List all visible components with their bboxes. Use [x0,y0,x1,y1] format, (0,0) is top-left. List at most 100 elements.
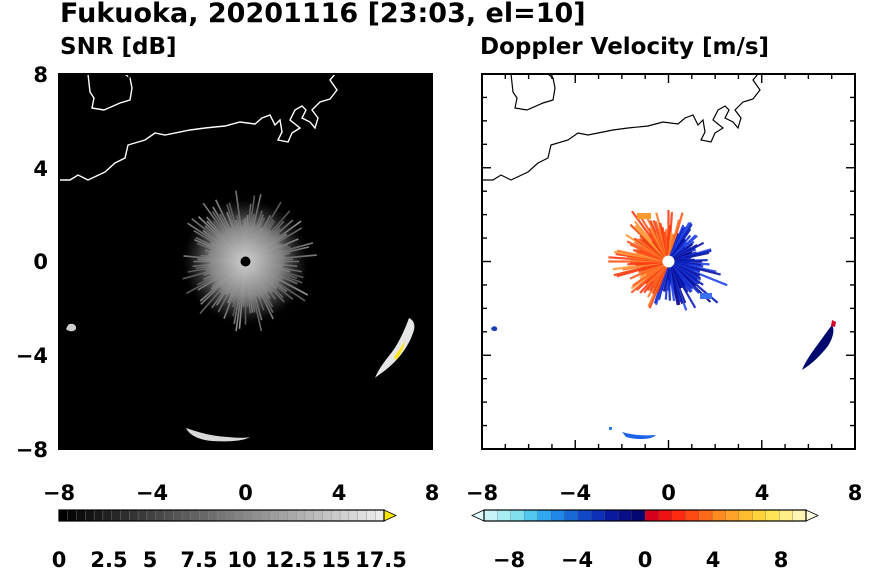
doppler-panel [481,73,856,450]
doppler-colorbar-label: 8 [774,548,789,570]
doppler-colorbar-cell [524,509,539,522]
snr-x-tick-label: −8 [43,481,75,505]
doppler-echo-east [802,325,834,370]
snr-colorbar-cell [216,509,227,522]
snr-x-tick-label: 8 [425,481,440,505]
doppler-colorbar-label: −8 [493,548,525,570]
doppler-coastline [482,74,761,181]
snr-axis-ticks [58,73,433,450]
doppler-echo-north-patch [637,213,651,219]
doppler-colorbar-extend-max [805,509,819,522]
snr-colorbar-cell [322,509,332,522]
snr-colorbar-cell [190,509,201,522]
snr-x-tick-label: 0 [238,481,253,505]
doppler-colorbar-label: 4 [706,548,721,570]
snr-colorbar-cell [331,509,341,522]
snr-echo-west [66,323,77,332]
snr-y-tick-label: 4 [33,157,48,181]
doppler-colorbar-cell [658,509,673,522]
doppler-colorbar-cell [618,509,633,522]
snr-colorbar-cell [269,509,280,522]
figure-title: Fukuoka, 20201116 [23:03, el=10] [60,0,586,29]
doppler-colorbar-cell [711,509,727,522]
snr-colorbar-cell [278,509,289,522]
snr-colorbar-cell [85,509,95,522]
doppler-colorbar-cell [631,509,646,522]
doppler-colorbar-cell [671,509,686,522]
snr-colorbar-labels: 0 2.5 5 7.5 10 12.5 15 17.5 [52,548,407,570]
snr-colorbar-cell [146,509,157,522]
snr-y-tick-label: 8 [33,63,48,87]
snr-colorbar-cell [208,509,218,522]
snr-colorbar-cell [199,509,210,522]
snr-colorbar-cell [164,509,174,522]
doppler-echo-west [491,326,498,332]
snr-colorbar-cell [304,509,315,522]
snr-echo-south [186,428,250,442]
snr-colorbar-cell [339,509,350,522]
snr-echo-east [375,318,415,378]
snr-colorbar-label: 7.5 [180,548,217,570]
doppler-colorbar-cell [510,509,525,522]
snr-colorbar-cell [234,509,245,522]
snr-colorbar-cell [313,509,324,522]
doppler-colorbar-cell [725,509,740,522]
snr-x-tick-label: −4 [136,481,168,505]
snr-colorbar-cell [295,509,306,522]
snr-colorbar-cell [287,509,297,522]
doppler-colorbar-cell [738,509,753,522]
snr-colorbar-cell [357,509,368,522]
snr-colorbar-cell [375,509,385,522]
snr-echo-east-core [394,341,405,360]
doppler-colorbar-extend-min [471,509,485,522]
snr-panel-title: SNR [dB] [60,34,177,60]
snr-y-tick-labels: 8 4 0 −4 −8 [16,63,48,462]
doppler-x-tick-label: −8 [466,481,498,505]
doppler-x-tick-label: 8 [848,481,863,505]
doppler-colorbar-cell [577,509,592,522]
doppler-x-tick-labels: −8 −4 0 4 8 [466,481,862,505]
snr-colorbar-cell [155,509,166,522]
snr-x-tick-labels: −8 −4 0 4 8 [43,481,439,505]
doppler-echo-south-speck [609,427,612,430]
snr-colorbar-cell [76,509,87,522]
radar-site-marker-doppler [662,255,675,268]
snr-colorbar-cell [252,509,262,522]
doppler-colorbar-cell [591,509,606,522]
snr-colorbar-label: 10 [227,548,256,570]
doppler-velocity-rays [608,210,728,311]
snr-colorbar-cell [67,509,78,522]
snr-colorbar-extend-arrow [383,509,397,522]
snr-colorbar-cell [137,509,148,522]
snr-colorbar-cell [225,509,236,522]
doppler-colorbar-cell [698,509,713,522]
doppler-x-tick-label: 4 [755,481,770,505]
doppler-colorbar-cell [604,509,619,522]
doppler-echo-east-red [831,320,836,327]
doppler-colorbar-cell [792,509,807,522]
snr-colorbar-cell [366,509,376,522]
snr-y-tick-label: 0 [33,250,48,274]
doppler-colorbar [471,509,819,522]
snr-y-tick-label: −4 [16,344,48,368]
snr-colorbar-cell [93,509,104,522]
snr-panel [58,73,433,450]
snr-colorbar-label: 0 [52,548,67,570]
doppler-echo-south [622,432,656,440]
doppler-colorbar-frame [483,509,807,522]
snr-colorbar-cell [120,509,130,522]
doppler-panel-title: Doppler Velocity [m/s] [480,34,770,60]
doppler-colorbar-label: −4 [561,548,593,570]
doppler-axis-ticks [481,73,856,450]
snr-colorbar [58,509,397,522]
doppler-echo-se-patch [700,293,712,299]
doppler-colorbar-cell [483,509,499,522]
doppler-colorbar-cell [550,509,566,522]
doppler-colorbar-cell [497,509,512,522]
doppler-velocity-ray [668,259,708,263]
snr-colorbar-cell [243,509,253,522]
snr-y-tick-label: −8 [16,438,48,462]
doppler-colorbar-cell [779,509,794,522]
doppler-colorbar-cell [564,509,579,522]
